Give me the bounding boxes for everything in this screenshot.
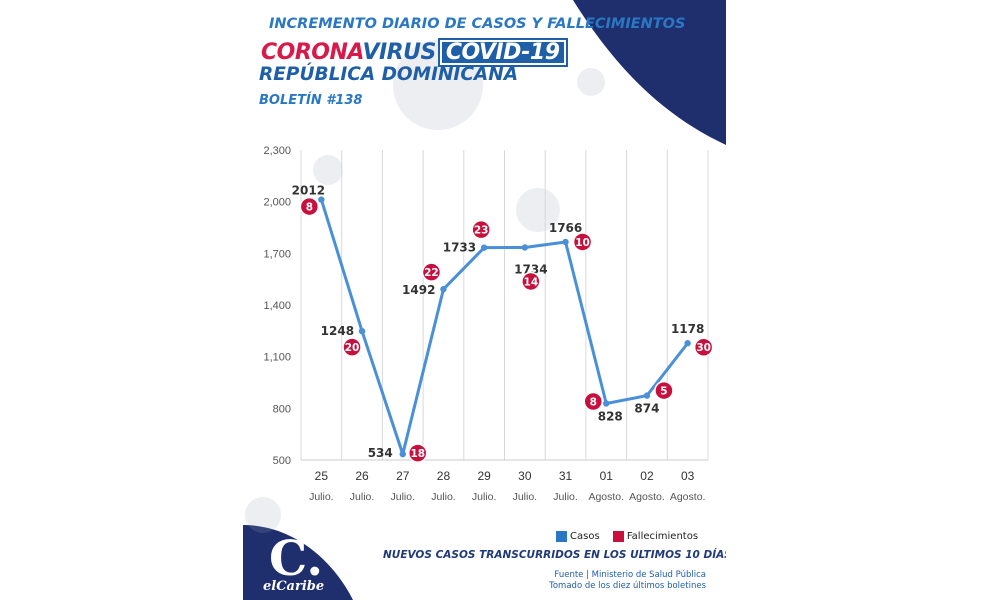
source-text: Fuente | Ministerio de Salud Pública Tom… [549,570,706,592]
x-month-label: Agosto. [588,491,624,503]
source-line-1: Fuente | Ministerio de Salud Pública [554,570,706,580]
title-line-3: REPÚBLICA DOMINICANA [259,64,519,85]
fallecimientos-value-label: 23 [474,225,489,237]
legend-label-fallecimientos: Fallecimientos [626,531,699,542]
logo-mark: C. [269,531,324,587]
casos-point [318,196,325,203]
footer-note: NUEVOS CASOS TRANSCURRIDOS EN LOS ULTIMO… [383,549,726,561]
casos-value-label: 1733 [443,241,476,255]
x-tick-label: 30 [518,469,532,483]
x-tick-label: 25 [315,469,329,483]
casos-value-label: 1766 [549,221,582,235]
casos-point [358,327,366,335]
fallecimientos-value-label: 8 [306,202,313,214]
legend-swatch-fallecimientos [612,531,624,542]
casos-value-label: 1178 [671,322,704,336]
title-line-1: INCREMENTO DIARIO DE CASOS Y FALLECIMIEN… [269,16,686,32]
casos-point [521,244,529,251]
x-month-label: Julio. [513,491,538,503]
fallecimientos-badge [471,219,491,240]
bulletin-number: BOLETÍN #138 [259,93,363,108]
x-month-label: Julio. [472,491,497,503]
y-tick-label: 800 [273,403,291,415]
x-tick-label: 31 [559,469,573,483]
x-tick-label: 01 [600,469,614,483]
casos-value-label: 2012 [292,184,325,198]
fallecimientos-badge [299,196,320,217]
casos-value-label: 1248 [321,324,354,338]
casos-point [399,450,406,458]
fallecimientos-value-label: 18 [410,448,425,460]
y-tick-label: 1,100 [263,352,291,364]
title-covid-badge: COVID-19 [437,38,568,67]
elcaribe-logo: C. elCaribe [253,531,343,600]
background-decoration [243,0,726,600]
top-right-navy-corner [573,0,726,145]
casos-value-label: 874 [634,402,659,416]
casos-value-label: 1492 [402,283,435,297]
y-tick-label: 1,700 [263,248,291,260]
line-chart: 500 800 1,100 1,400 1,700 2,000 2,300 25 Julio. 2… [263,145,714,503]
source-line-2: Tomado de los diez últimos boletines [549,581,706,591]
casos-point [603,400,610,407]
fallecimientos-badge [521,271,541,292]
fallecimientos-badge [421,262,442,282]
x-tick-label: 28 [437,469,451,483]
casos-point [480,244,488,251]
fallecimientos-badge [654,380,674,401]
title-line-2: CORONAVIRUS COVID-19 [261,38,726,67]
logo-name: elCaribe [263,579,325,594]
x-month-label: Julio. [431,491,456,503]
fallecimientos-value-label: 8 [590,397,597,409]
legend-item-casos: Casos [556,531,600,542]
legend-swatch-casos [556,531,567,542]
legend-item-fallecimientos: Fallecimientos [612,531,699,542]
fallecimientos-badge [583,391,603,412]
x-tick-label: 27 [396,469,410,483]
casos-value-label: 828 [598,410,623,424]
fallecimientos-badge [342,337,362,357]
fallecimientos-value-label: 14 [524,276,539,288]
y-tick-label: 2,000 [263,197,291,209]
casos-point [684,340,691,347]
x-month-label: Agosto. [629,491,665,503]
casos-value-label: 1734 [514,262,547,276]
casos-point [562,238,569,246]
poster: INCREMENTO DIARIO DE CASOS Y FALLECIMIEN… [243,0,726,600]
x-month-label: Julio. [309,491,334,503]
x-tick-label: 26 [355,469,369,483]
x-month-label: Julio. [390,491,415,503]
x-month-label: Julio. [350,491,375,503]
chart-legend: Casos Fallecimientos [556,531,708,545]
fallecimientos-badge [572,232,593,252]
x-month-label: Julio. [553,491,578,503]
title-corona: CORONA [261,40,363,65]
casos-point [440,285,447,293]
fallecimientos-value-label: 20 [345,342,360,354]
fallecimientos-badge [693,337,714,357]
legend-label-casos: Casos [570,531,600,542]
y-tick-label: 500 [273,455,291,467]
fallecimientos-value-label: 10 [575,237,590,249]
y-tick-label: 2,300 [263,145,291,157]
fallecimientos-value-label: 22 [424,267,439,279]
bottom-left-navy-corner [243,525,353,600]
casos-series-line [319,199,689,456]
x-tick-label: 03 [681,469,695,483]
x-tick-label: 02 [640,469,654,483]
casos-value-label: 534 [368,446,393,460]
title-virus: VIRUS [362,40,436,65]
fallecimientos-badge [408,443,428,463]
x-tick-label: 29 [477,469,491,483]
fallecimientos-value-label: 5 [660,386,667,398]
x-month-label: Agosto. [670,491,706,503]
casos-point [643,392,651,399]
y-tick-label: 1,400 [263,300,291,312]
fallecimientos-value-label: 30 [696,342,711,354]
